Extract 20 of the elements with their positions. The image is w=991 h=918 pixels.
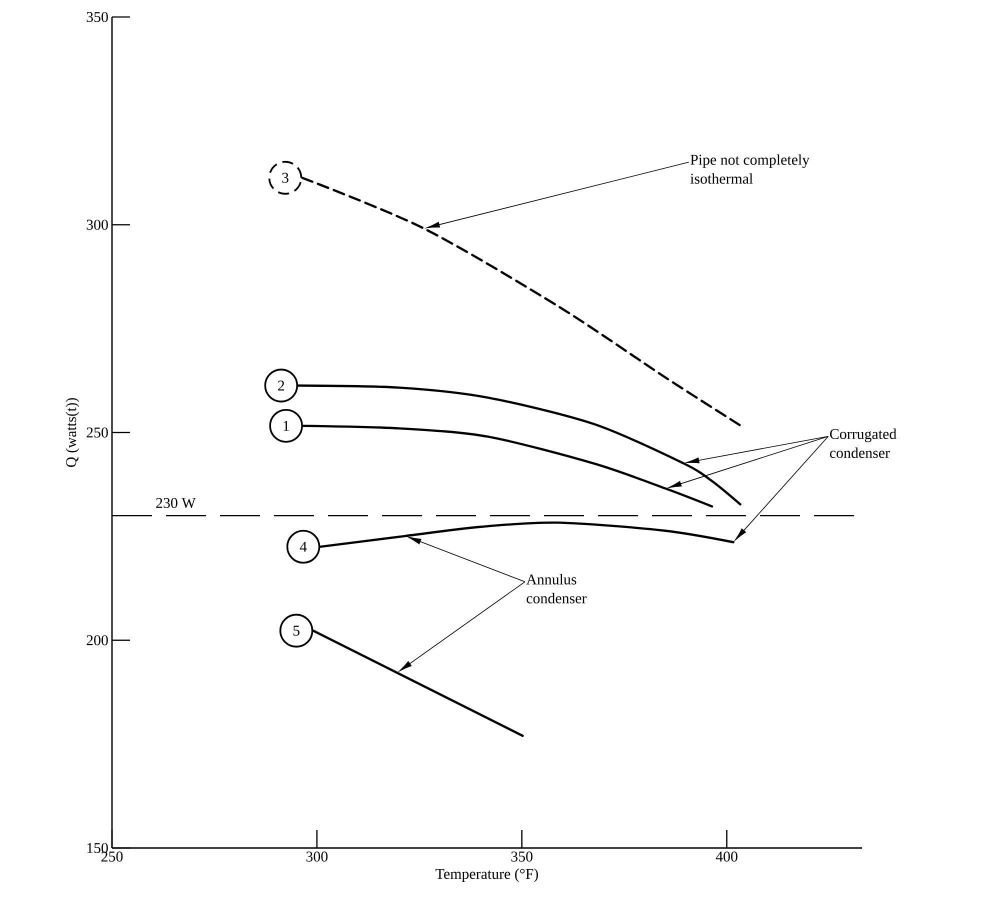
y-tick-label: 200 (86, 635, 108, 646)
y-tick-label: 350 (86, 12, 108, 22)
legend-label: 1 (284, 420, 289, 431)
legend-label: 3 (282, 172, 288, 183)
legend-label: 2 (278, 380, 284, 390)
x-tick-label: 250 (101, 852, 123, 862)
legend-label: 5 (293, 626, 300, 636)
x-axis-title: Temperature (°F) (436, 868, 538, 882)
ref-line-label: 230 W (156, 498, 196, 508)
annotation: Corrugated condenser (830, 428, 896, 458)
annotation: Annulus condenser (526, 574, 587, 604)
y-axis-title: Q (watts(t)) (66, 398, 80, 467)
x-tick-label: 300 (306, 852, 328, 862)
y-tick-label: 250 (86, 427, 108, 438)
y-tick-label: 150 (87, 842, 108, 854)
legend-label: 4 (300, 542, 307, 552)
x-tick-label: 400 (716, 852, 738, 862)
x-tick-label: 350 (511, 852, 532, 862)
y-tick-label: 300 (86, 220, 108, 230)
annotation: Pipe not completely isothermal (690, 154, 810, 184)
